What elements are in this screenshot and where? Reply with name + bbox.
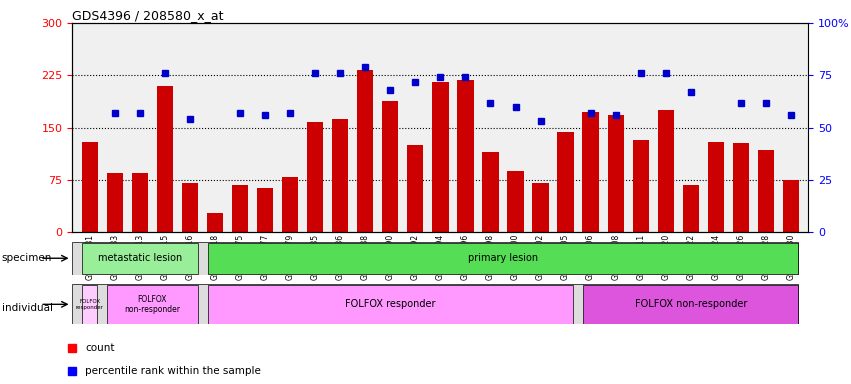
Bar	[332, 119, 348, 232]
Bar	[208, 243, 798, 274]
Bar	[83, 285, 97, 324]
Bar	[533, 184, 549, 232]
Bar	[733, 143, 749, 232]
Bar	[106, 173, 123, 232]
Bar	[708, 142, 724, 232]
Bar	[182, 184, 198, 232]
Bar	[357, 71, 374, 232]
Text: metastatic lesion: metastatic lesion	[98, 253, 182, 263]
Bar	[207, 213, 223, 232]
Text: FOLFOX non-responder: FOLFOX non-responder	[635, 299, 747, 310]
Bar	[282, 177, 299, 232]
Bar	[232, 185, 248, 232]
Bar	[457, 80, 473, 232]
Bar	[107, 285, 197, 324]
Bar	[483, 152, 499, 232]
Bar	[307, 122, 323, 232]
Text: FOLFOX
non-responder: FOLFOX non-responder	[124, 295, 180, 314]
Text: FOLFOX
responder: FOLFOX responder	[76, 299, 104, 310]
Bar	[257, 189, 273, 232]
Bar	[557, 132, 574, 232]
Bar	[132, 173, 148, 232]
Bar	[632, 139, 648, 232]
Bar	[82, 142, 98, 232]
Text: primary lesion: primary lesion	[468, 253, 538, 263]
Text: FOLFOX responder: FOLFOX responder	[345, 299, 436, 310]
Text: specimen: specimen	[2, 253, 52, 263]
Bar	[432, 82, 448, 232]
Bar	[683, 185, 699, 232]
Bar	[757, 150, 774, 232]
Text: percentile rank within the sample: percentile rank within the sample	[85, 366, 261, 376]
Text: GDS4396 / 208580_x_at: GDS4396 / 208580_x_at	[72, 9, 224, 22]
Bar	[382, 101, 398, 232]
Bar	[583, 285, 798, 324]
Bar	[658, 110, 674, 232]
Bar	[783, 180, 799, 232]
Text: count: count	[85, 343, 115, 353]
Bar	[157, 86, 173, 232]
Bar	[507, 171, 523, 232]
Bar	[83, 243, 197, 274]
Bar	[582, 113, 599, 232]
Bar	[608, 115, 624, 232]
Bar	[208, 285, 573, 324]
Bar	[408, 145, 424, 232]
Text: individual: individual	[2, 303, 53, 313]
